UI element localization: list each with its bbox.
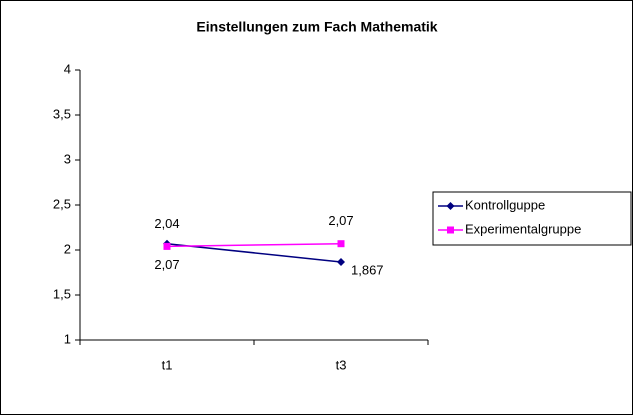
y-tick-label: 2,5 [53, 196, 71, 211]
data-label: 2,04 [154, 216, 179, 231]
y-tick-label: 1 [64, 331, 71, 346]
legend-marker [447, 226, 454, 234]
legend-label: Kontrollguppe [465, 197, 545, 212]
series-line [166, 242, 342, 248]
data-point [337, 257, 345, 266]
data-label: 1,867 [351, 262, 384, 277]
y-tick-label: 1,5 [53, 286, 71, 301]
x-tick-label: t1 [162, 357, 173, 372]
legend-marker [446, 202, 455, 210]
chart-title: Einstellungen zum Fach Mathematik [196, 19, 437, 35]
legend-label: Experimentalgruppe [465, 221, 581, 236]
y-tick-label: 3 [64, 151, 71, 166]
y-tick-label: 4 [64, 61, 71, 76]
series-line [166, 242, 342, 263]
y-tick-label: 2 [64, 241, 71, 256]
legend-box [432, 191, 632, 246]
data-label: 2,07 [328, 213, 353, 228]
x-tick-label: t3 [336, 357, 347, 372]
data-label: 2,07 [154, 257, 179, 272]
data-point [337, 240, 345, 248]
data-point [163, 242, 171, 250]
y-tick-label: 3,5 [53, 106, 71, 121]
